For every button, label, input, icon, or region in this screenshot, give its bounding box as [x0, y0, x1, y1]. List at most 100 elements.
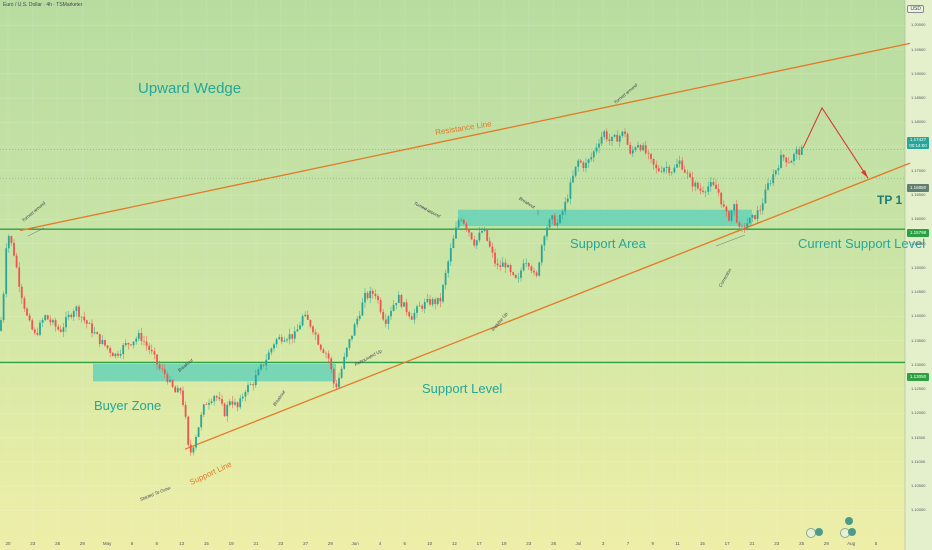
candle-body: [673, 167, 676, 173]
candle-body: [603, 131, 606, 137]
candle-body: [397, 295, 400, 304]
candle-body: [572, 175, 574, 183]
candle-body: [101, 340, 104, 344]
support-zone: [458, 209, 752, 227]
time-tick-label: 27: [303, 541, 309, 546]
candle-body: [780, 154, 782, 169]
candle-body: [442, 284, 444, 302]
candle-body: [455, 227, 457, 239]
time-tick-label: 23: [278, 541, 284, 546]
candle-body: [741, 226, 743, 228]
candle-body: [358, 315, 361, 319]
event-marker-icon[interactable]: [815, 528, 823, 536]
candle-body: [5, 248, 8, 294]
time-tick-label: 20: [5, 541, 11, 546]
candle-body: [400, 295, 403, 307]
candle-body: [270, 348, 273, 353]
candle-body: [85, 320, 88, 324]
candle-body: [59, 329, 62, 332]
candle-body: [67, 314, 70, 318]
time-tick-label: 23: [526, 541, 532, 546]
candle-body: [702, 190, 704, 192]
candle-body: [522, 263, 525, 271]
candle-body: [223, 403, 226, 417]
support-zone: [93, 363, 336, 382]
candle-body: [577, 160, 580, 167]
candle-body: [429, 298, 431, 305]
candle-body: [384, 319, 387, 324]
candle-body: [119, 353, 122, 356]
time-tick-label: 5: [874, 541, 878, 546]
candle-body: [595, 147, 598, 152]
candle-body: [366, 292, 369, 299]
candle-body: [150, 349, 153, 352]
candle-body: [200, 414, 203, 428]
tp1-label: TP 1: [877, 193, 903, 207]
candle-body: [751, 215, 754, 218]
candle-body: [468, 229, 470, 233]
price-tick-label: 1.11500: [911, 434, 926, 440]
candle-body: [618, 135, 621, 142]
price-tick-label: 1.15000: [911, 264, 926, 270]
candle-body: [18, 267, 21, 287]
candle-body: [756, 210, 759, 220]
candle-body: [392, 304, 395, 311]
candle-body: [348, 339, 351, 348]
candle-body: [704, 191, 707, 193]
candle-body: [319, 344, 322, 350]
candle-body: [169, 379, 171, 382]
candle-body: [273, 344, 275, 349]
candle-body: [41, 320, 44, 323]
candle-body: [556, 223, 559, 226]
candle-body: [639, 145, 642, 151]
candle-body: [262, 364, 265, 366]
candle-body: [525, 263, 528, 264]
candle-body: [2, 293, 5, 321]
candle-body: [10, 236, 13, 243]
candle-body: [72, 311, 75, 317]
candle-body: [231, 401, 234, 405]
candle-body: [507, 265, 509, 268]
candle-body: [353, 324, 356, 336]
candle-body: [338, 377, 340, 388]
candle-body: [96, 332, 99, 335]
candle-body: [486, 229, 489, 241]
candle-body: [296, 329, 299, 332]
candle-body: [65, 317, 67, 328]
wedge-trendline: [184, 162, 911, 450]
candle-body: [70, 314, 73, 317]
candle-body: [696, 182, 699, 189]
time-tick-label: 21: [749, 541, 755, 546]
event-marker-icon[interactable]: [845, 517, 853, 525]
candle-body: [535, 272, 538, 276]
candle-body: [590, 157, 593, 160]
candle-body: [647, 153, 650, 154]
time-tick-label: 3: [601, 541, 605, 546]
currency-badge[interactable]: USD: [907, 5, 924, 13]
candle-body: [124, 343, 127, 346]
candle-body: [660, 171, 663, 172]
candle-body: [161, 368, 164, 370]
buyer-zone-label: Buyer Zone: [94, 398, 162, 413]
candle-body: [699, 188, 702, 191]
candle-body: [39, 322, 41, 335]
candle-body: [800, 147, 803, 155]
candle-body: [655, 164, 658, 169]
price-tick-label: 1.14500: [911, 289, 926, 295]
time-tick-label: 12: [451, 541, 457, 546]
price-tick-label: 1.13000: [911, 361, 926, 367]
candle-body: [631, 150, 634, 154]
candle-body: [683, 169, 686, 173]
candle-body: [286, 339, 288, 341]
candle-body: [114, 353, 117, 357]
candle-body: [491, 246, 494, 253]
time-tick-label: 25: [55, 541, 61, 546]
candle-body: [265, 359, 268, 366]
candle-body: [221, 399, 223, 404]
candle-body: [587, 159, 590, 163]
candle-body: [748, 217, 751, 224]
candle-body: [449, 248, 452, 262]
projection-arrowhead: [861, 170, 868, 179]
event-marker-icon[interactable]: [848, 528, 856, 536]
